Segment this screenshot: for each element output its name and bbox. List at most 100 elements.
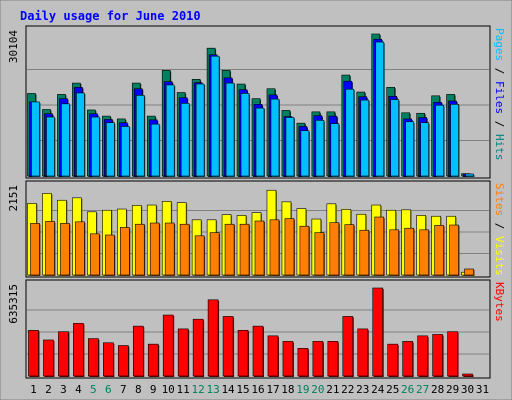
panel-hits-max-label: 30104	[7, 30, 20, 63]
x-tick-label: 20	[311, 383, 324, 396]
bar-sites-day-26	[404, 227, 414, 276]
bar-kbytes-day-17	[267, 335, 279, 377]
legend-hits-part-1: /	[493, 61, 506, 81]
legend-hits-part-4: Hits	[493, 134, 506, 161]
bar-kbytes-day-8	[132, 325, 144, 377]
bar-kbytes-day-5	[88, 338, 99, 377]
bar-kbytes-day-4	[73, 323, 84, 377]
bar-sites-day-20	[314, 232, 325, 276]
bar-pages-day-15	[240, 93, 250, 177]
bar-sites-day-8	[134, 223, 145, 276]
bar-kbytes-day-30	[462, 373, 473, 377]
bar-pages-day-21	[330, 123, 340, 177]
panel-kbytes-legend: KBytes	[493, 282, 506, 322]
x-tick-label: 10	[162, 383, 175, 396]
legend-sites-part-1: /	[493, 216, 506, 236]
bar-sites-day-23	[359, 229, 370, 276]
bar-kbytes-day-18	[282, 341, 294, 377]
bar-sites-day-9	[149, 222, 160, 276]
bar-kbytes-day-28	[432, 334, 443, 377]
bar-pages-day-2	[46, 116, 55, 177]
bar-pages-day-19	[300, 130, 310, 177]
bar-kbytes-day-23	[357, 328, 369, 377]
bar-sites-day-24	[374, 216, 385, 276]
bar-kbytes-day-2	[43, 339, 54, 377]
bar-kbytes-day-13	[207, 299, 219, 377]
bar-pages-day-22	[345, 88, 355, 177]
bar-sites-day-6	[105, 234, 115, 276]
x-tick-label: 7	[120, 383, 127, 396]
bar-sites-day-28	[434, 225, 444, 276]
bar-pages-day-11	[180, 103, 190, 177]
bar-sites-day-22	[344, 224, 355, 276]
bar-pages-day-10	[165, 84, 175, 177]
bar-sites-day-25	[389, 229, 400, 276]
x-tick-label: 21	[326, 383, 339, 396]
bar-pages-day-1	[31, 101, 40, 177]
bar-sites-day-19	[299, 225, 310, 276]
legend-sites-part-2: Visits	[493, 236, 506, 276]
bar-sites-day-30	[464, 268, 474, 276]
x-tick-label: 6	[105, 383, 112, 396]
bar-pages-day-13	[210, 55, 220, 177]
bar-pages-day-14	[225, 82, 235, 177]
x-tick-label: 2	[45, 383, 52, 396]
legend-hits-part-0: Pages	[493, 28, 506, 61]
bar-pages-day-17	[270, 98, 280, 177]
bar-kbytes-day-16	[252, 325, 264, 377]
bar-sites-day-14	[224, 223, 235, 276]
x-tick-label: 31	[476, 383, 489, 396]
x-tick-label: 26	[401, 383, 414, 396]
bar-sites-day-4	[75, 221, 85, 276]
bar-kbytes-day-10	[162, 314, 174, 377]
bar-sites-day-7	[119, 227, 130, 276]
bar-pages-day-4	[76, 92, 85, 177]
bar-pages-day-29	[450, 104, 459, 177]
bar-pages-day-30	[465, 173, 474, 177]
bar-pages-day-6	[106, 122, 115, 177]
panel-hits-legend: Pages / Files / Hits	[493, 28, 506, 161]
bar-sites-day-12	[194, 235, 205, 276]
x-tick-label: 18	[281, 383, 294, 396]
bar-sites-day-18	[284, 218, 295, 276]
bar-kbytes-day-12	[192, 318, 204, 377]
bar-pages-day-18	[285, 117, 295, 177]
bar-kbytes-day-22	[342, 316, 354, 377]
bar-sites-day-16	[254, 220, 265, 276]
panel-sites: 2151 Sites / Visits	[7, 180, 506, 278]
panel-sites-max-label: 2151	[7, 185, 20, 212]
x-tick-label: 3	[60, 383, 67, 396]
chart-title: Daily usage for June 2010	[20, 9, 201, 23]
x-tick-label: 17	[266, 383, 279, 396]
x-tick-label: 23	[356, 383, 369, 396]
panel-sites-legend: Sites / Visits	[493, 183, 506, 276]
bar-kbytes-day-11	[177, 328, 189, 377]
x-tick-label: 8	[135, 383, 142, 396]
bar-pages-day-12	[195, 83, 205, 177]
bar-pages-day-9	[150, 123, 160, 177]
panel-hits: 30104 Pages / Files / Hits	[7, 25, 506, 179]
chart-panels: 30104 Pages / Files / Hits 2151 Sites / Vis…	[7, 25, 506, 379]
bar-kbytes-day-6	[103, 342, 114, 377]
bar-kbytes-day-19	[297, 347, 309, 377]
bar-kbytes-day-25	[387, 343, 399, 377]
x-tick-label: 9	[150, 383, 157, 396]
bar-kbytes-day-24	[372, 287, 384, 377]
bar-kbytes-day-14	[222, 316, 234, 377]
bar-pages-day-23	[360, 99, 370, 177]
bar-pages-day-24	[375, 41, 385, 177]
bar-sites-day-17	[269, 219, 280, 276]
x-tick-label: 25	[386, 383, 399, 396]
panel-kbytes: 635315 KBytes	[7, 279, 506, 379]
legend-hits-part-2: Files	[493, 81, 506, 114]
x-tick-label: 22	[341, 383, 354, 396]
bar-pages-day-3	[61, 103, 70, 177]
x-tick-label: 11	[177, 383, 190, 396]
x-tick-label: 27	[416, 383, 429, 396]
x-tick-label: 15	[236, 383, 249, 396]
bar-pages-day-8	[135, 95, 145, 177]
x-tick-label: 14	[221, 383, 235, 396]
x-tick-label: 19	[296, 383, 309, 396]
bar-sites-day-11	[179, 223, 190, 276]
